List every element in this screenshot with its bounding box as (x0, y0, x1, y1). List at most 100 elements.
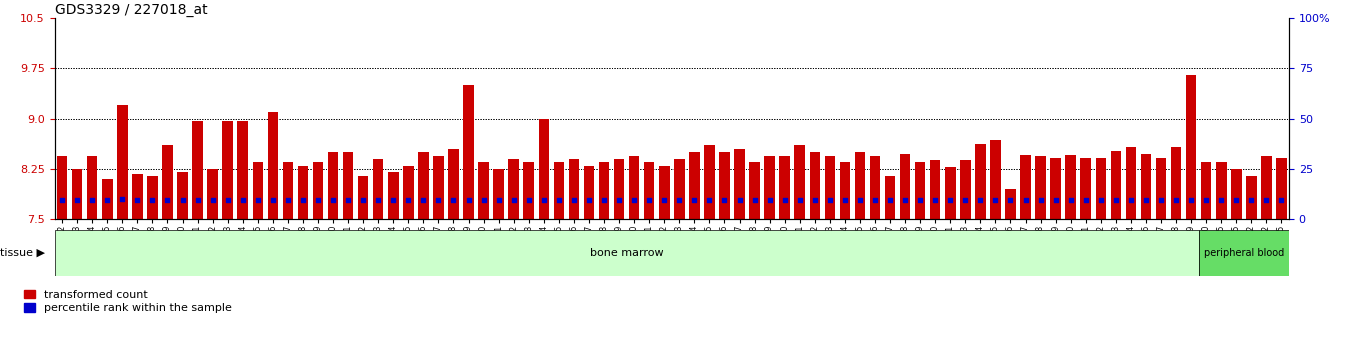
Point (698, 197, 720, 202)
Bar (1247, 176, 1256, 219)
Bar (689, 152, 700, 219)
Bar (975, 144, 986, 219)
Bar (402, 166, 413, 219)
Point (1015, 197, 1037, 202)
Point (578, 197, 600, 202)
Point (833, 197, 855, 202)
Bar (282, 162, 293, 219)
Point (1210, 197, 1232, 202)
Point (202, 197, 224, 202)
Bar (1005, 189, 1016, 219)
Point (940, 197, 962, 202)
Point (803, 197, 825, 202)
Point (1135, 197, 1157, 202)
Bar (312, 162, 323, 219)
Bar (1050, 158, 1061, 219)
Point (503, 197, 525, 202)
Point (82, 197, 104, 202)
Bar (554, 162, 565, 219)
Point (337, 197, 359, 202)
Point (1255, 197, 1277, 202)
Point (1030, 197, 1052, 202)
Point (985, 197, 1007, 202)
Bar (102, 179, 112, 219)
Bar (252, 162, 263, 219)
Bar (342, 152, 353, 219)
Bar (1262, 156, 1271, 219)
Bar (794, 145, 805, 219)
Bar (870, 156, 880, 219)
Point (668, 197, 690, 202)
Bar (629, 156, 640, 219)
Point (157, 197, 179, 202)
Bar (704, 145, 715, 219)
Point (773, 197, 795, 202)
Bar (840, 162, 850, 219)
Point (895, 197, 917, 202)
Point (473, 197, 495, 202)
Bar (357, 176, 368, 219)
Bar (1277, 158, 1286, 219)
Point (758, 197, 780, 202)
Point (623, 197, 645, 202)
Point (1270, 197, 1292, 202)
Point (382, 197, 404, 202)
Point (548, 197, 570, 202)
Point (638, 197, 660, 202)
Point (458, 197, 480, 202)
Point (1090, 197, 1112, 202)
Bar (237, 121, 248, 219)
Bar (479, 162, 488, 219)
Point (848, 197, 870, 202)
Point (1225, 197, 1247, 202)
Bar (945, 167, 956, 219)
Bar (1110, 151, 1121, 219)
Point (488, 197, 510, 202)
Bar (855, 152, 865, 219)
Point (563, 197, 585, 202)
Point (1240, 197, 1262, 202)
Bar (1095, 158, 1106, 219)
Point (1150, 197, 1172, 202)
Bar (1215, 162, 1226, 219)
Bar (644, 162, 655, 219)
Point (608, 197, 630, 202)
Bar (192, 121, 203, 219)
Point (1045, 197, 1067, 202)
Point (97, 197, 119, 202)
Bar (764, 156, 775, 219)
Bar (1200, 162, 1211, 219)
Point (67, 197, 89, 202)
Point (910, 197, 932, 202)
Bar (222, 121, 233, 219)
FancyBboxPatch shape (55, 230, 1199, 276)
Bar (1140, 154, 1151, 219)
Bar (327, 152, 338, 219)
Point (232, 197, 254, 202)
Point (788, 197, 810, 202)
Bar (779, 156, 790, 219)
Point (1000, 197, 1022, 202)
Point (412, 197, 434, 202)
Bar (1080, 158, 1091, 219)
Point (1105, 197, 1127, 202)
Point (1180, 197, 1202, 202)
Point (442, 197, 464, 202)
Point (367, 197, 389, 202)
Point (863, 197, 885, 202)
Bar (990, 140, 1001, 219)
Point (1060, 197, 1082, 202)
Bar (1170, 147, 1181, 219)
Point (277, 197, 299, 202)
Bar (524, 162, 535, 219)
Bar (147, 176, 158, 219)
Point (307, 197, 329, 202)
Point (713, 197, 735, 202)
Bar (372, 159, 383, 219)
Bar (449, 149, 458, 219)
Point (427, 197, 449, 202)
Bar (1035, 156, 1046, 219)
Bar (297, 166, 308, 219)
Bar (1065, 155, 1076, 219)
Bar (915, 162, 925, 219)
